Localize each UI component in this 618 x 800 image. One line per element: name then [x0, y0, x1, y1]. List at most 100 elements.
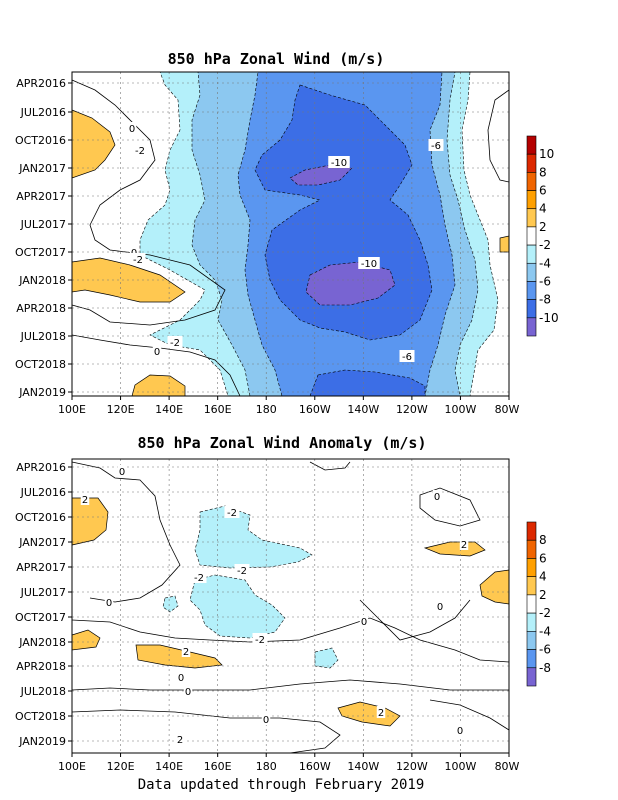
x-tick-label: 160W — [299, 760, 331, 773]
contour-label-bg — [428, 139, 444, 151]
x-tick-label: 120E — [107, 760, 135, 773]
y-axis-ticks: APR2016 JUL2016 OCT2016 JAN2017 APR2017 JUL20… — [15, 77, 72, 399]
zero-contour-b — [71, 334, 241, 397]
pos-region-2016 — [71, 109, 116, 179]
colorbar-segment — [526, 667, 537, 687]
chart-title: 850 hPa Zonal Wind Anomaly (m/s) — [138, 434, 427, 452]
plot-frame — [71, 71, 510, 397]
contour-label: 0 — [457, 726, 463, 737]
zero-contour-c — [487, 89, 510, 183]
contour-label: -2 — [194, 573, 204, 584]
contour-label-bg — [104, 596, 114, 608]
y-tick-label: JUL2018 — [20, 685, 66, 698]
y-tick-label: APR2018 — [16, 660, 66, 673]
x-tick-label: 140E — [155, 403, 183, 416]
colorbar-segment — [526, 190, 537, 210]
x-axis-ticks: 100E 120E 140E 160E 180 160W 140W 120W 100W 80W — [58, 396, 520, 416]
colorbar-label: 2 — [539, 588, 547, 602]
contour-label: 0 — [437, 602, 443, 613]
contour-label: -6 — [431, 141, 441, 152]
contour-label-bg — [191, 571, 207, 583]
zero-contour-e — [419, 487, 481, 527]
contour-label: 0 — [263, 715, 269, 726]
contour-label: -2 — [170, 338, 180, 349]
x-tick-label: 140E — [155, 760, 183, 773]
contour-label-bg — [152, 345, 162, 357]
contour-label-bg — [432, 490, 442, 502]
colorbar-segment — [526, 208, 537, 228]
colorbar-segment — [526, 631, 537, 650]
colorbar-label: 6 — [539, 551, 547, 565]
contour-label: -2 — [135, 146, 145, 157]
contour-label: 2 — [183, 647, 189, 658]
colorbar-label: -4 — [539, 624, 551, 638]
contour-label-bg — [80, 493, 90, 505]
colorbar-segment — [526, 558, 537, 577]
y-tick-label: APR2016 — [16, 77, 66, 90]
colorbar-segment — [526, 153, 537, 173]
colorbar-label: -4 — [539, 256, 551, 270]
colorbar-label: 6 — [539, 184, 547, 198]
contour-label-bg — [129, 246, 139, 258]
x-tick-label: 120W — [396, 760, 428, 773]
pos-region-2017 — [423, 541, 486, 557]
y-tick-label: JAN2017 — [18, 162, 66, 175]
contour-fills — [71, 71, 510, 397]
colorbar-label: 10 — [539, 147, 554, 161]
contour-label: 0 — [154, 347, 160, 358]
x-tick-label: 100W — [445, 403, 477, 416]
y-tick-label: OCT2016 — [15, 511, 66, 524]
contour-label-bg — [435, 600, 445, 612]
y-tick-label: JAN2017 — [18, 536, 66, 549]
contour-label: -2 — [133, 255, 143, 266]
y-tick-label: OCT2018 — [15, 710, 66, 723]
x-axis-ticks: 100E 120E 140E 160E 180 160W 140W 120W 100W 80W — [58, 753, 520, 773]
contour-label-bg — [252, 633, 268, 645]
contour-label-bg — [175, 733, 185, 745]
y-axis-ticks: APR2016 JUL2016 OCT2016 JAN2017 APR2017 JUL20… — [15, 461, 72, 748]
contour-label: 0 — [106, 598, 112, 609]
contour-labels: 0-2-10-60-2-10-2-60 — [127, 122, 444, 363]
colorbar-label: 8 — [539, 165, 547, 179]
y-tick-label: JAN2018 — [18, 636, 66, 649]
contour-label-bg — [117, 465, 127, 477]
y-tick-label: JAN2018 — [18, 274, 66, 287]
pos-region-2018 — [135, 644, 223, 669]
band-neg10-2018 — [305, 261, 396, 306]
y-tick-label: JUL2017 — [20, 586, 66, 599]
chart-title: 850 hPa Zonal Wind (m/s) — [168, 50, 385, 68]
colorbar-segment — [526, 612, 537, 632]
zero-contour-g — [429, 699, 510, 731]
y-tick-label: JUL2016 — [20, 106, 66, 119]
contour-label-bg — [455, 724, 465, 736]
x-tick-label: 160E — [204, 760, 232, 773]
colorbar-label: -10 — [539, 311, 559, 325]
colorbar-segment — [526, 594, 537, 614]
colorbar-label: 8 — [539, 533, 547, 547]
panel-zonal-wind: 850 hPa Zonal Wind (m/s) 0-2-10-60-2-10-… — [15, 50, 559, 416]
x-tick-label: 180 — [256, 760, 277, 773]
contour-label-bg — [261, 713, 271, 725]
x-tick-label: 160E — [204, 403, 232, 416]
contour-label-bg — [127, 122, 137, 134]
contour-label: 2 — [378, 708, 384, 719]
neg-region-small — [162, 595, 179, 613]
contour-label: 2 — [82, 495, 88, 506]
plot-frame — [71, 458, 510, 754]
colorbar-label: 4 — [539, 202, 547, 216]
contour-label-bg — [358, 257, 380, 269]
x-tick-label: 120E — [107, 403, 135, 416]
colorbar-segment — [526, 281, 537, 300]
contour-label-bg — [376, 706, 386, 718]
contour-label: -2 — [237, 566, 247, 577]
y-tick-label: OCT2017 — [15, 611, 66, 624]
colorbar-label: -6 — [539, 274, 551, 288]
y-tick-label: JAN2019 — [18, 386, 66, 399]
colorbar-segment — [526, 299, 537, 319]
contour-label: 0 — [129, 124, 135, 135]
y-tick-label: OCT2016 — [15, 134, 66, 147]
contour-label-bg — [130, 253, 146, 265]
y-tick-label: JAN2019 — [18, 735, 66, 748]
contour-fills — [71, 461, 510, 754]
